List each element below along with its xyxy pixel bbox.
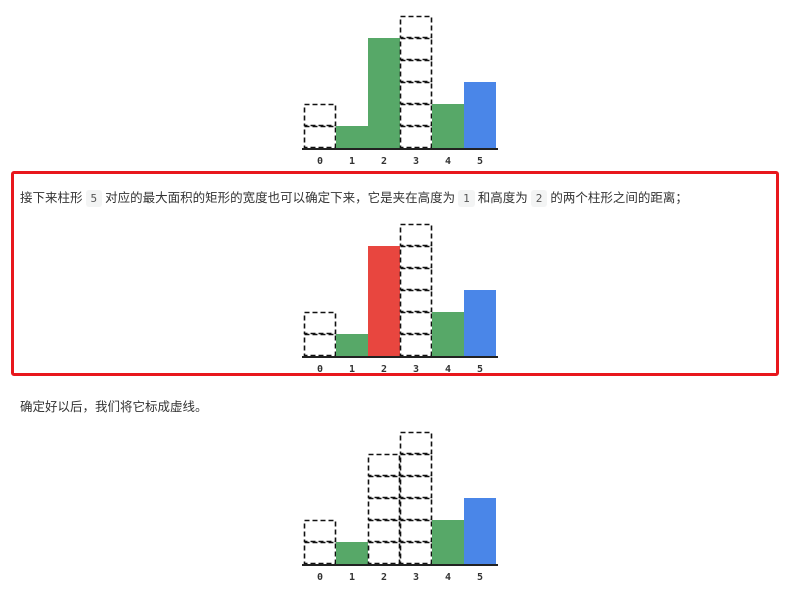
bar-5-unit-2	[464, 312, 496, 334]
bar-4-unit-2	[432, 104, 464, 126]
bar-2-unit-2	[367, 519, 401, 543]
bar-2-unit-3	[368, 82, 400, 104]
tick-label-2: 2	[381, 364, 387, 375]
tick-label-0: 0	[317, 572, 323, 583]
bar-2-unit-2	[368, 312, 400, 334]
bar-2-unit-4	[368, 60, 400, 82]
bar-chart-3: 0 1 2 3 4 5	[302, 431, 498, 583]
bar-figure-2: 0 1 2 3 4 5	[300, 220, 500, 378]
bar-3-unit-6	[399, 431, 433, 455]
bar-5-unit-1	[464, 542, 496, 564]
bar-1-unit-1	[336, 126, 368, 148]
paragraph-text-d: 的两个柱形之间的距离；	[550, 190, 688, 205]
bar-2-unit-1	[368, 334, 400, 356]
bar-0-unit-2	[303, 103, 337, 127]
inline-code-5: 5	[85, 190, 103, 207]
bar-3-unit-4	[399, 475, 433, 499]
tick-label-3: 3	[413, 572, 419, 583]
bar-3-unit-4	[399, 59, 433, 83]
bar-4-unit-1	[432, 334, 464, 356]
bar-2-unit-5	[368, 38, 400, 60]
tick-label-5: 5	[477, 572, 483, 583]
bar-3-unit-5	[399, 37, 433, 61]
bar-2-unit-2	[368, 104, 400, 126]
bar-2-unit-3	[368, 290, 400, 312]
bar-3-unit-5	[399, 245, 433, 269]
bar-5-unit-2	[464, 104, 496, 126]
bar-2-unit-1	[368, 126, 400, 148]
bar-3-unit-3	[399, 289, 433, 313]
bar-4-unit-1	[432, 542, 464, 564]
bar-2-unit-4	[367, 475, 401, 499]
tick-label-1: 1	[349, 364, 355, 375]
bar-3-unit-6	[399, 15, 433, 39]
tick-label-2: 2	[381, 572, 387, 583]
bar-1-unit-1	[336, 542, 368, 564]
tick-label-0: 0	[317, 156, 323, 167]
bar-3-unit-6	[399, 223, 433, 247]
tick-label-3: 3	[413, 156, 419, 167]
bar-4-unit-2	[432, 520, 464, 542]
bar-3-unit-1	[399, 333, 433, 357]
bar-5-unit-1	[464, 334, 496, 356]
bar-3-unit-1	[399, 125, 433, 149]
bar-chart-1: 0 1 2 3 4 5	[302, 15, 498, 167]
bar-0-unit-2	[303, 519, 337, 543]
tick-label-2: 2	[381, 156, 387, 167]
inline-code-1: 1	[458, 190, 475, 207]
tick-label-4: 4	[445, 156, 451, 167]
bar-1-unit-1	[336, 334, 368, 356]
bar-3-unit-5	[399, 453, 433, 477]
bar-5-unit-3	[464, 498, 496, 520]
bar-2-unit-1	[367, 541, 401, 565]
bar-figure-1: 0 1 2 3 4 5	[300, 12, 500, 170]
paragraph-conclusion: 确定好以后，我们将它标成虚线。	[20, 397, 208, 417]
bar-0-unit-1	[303, 541, 337, 565]
bar-0-unit-1	[303, 125, 337, 149]
bar-3-unit-4	[399, 267, 433, 291]
bar-3-unit-3	[399, 497, 433, 521]
bar-2-unit-3	[367, 497, 401, 521]
bar-3-unit-2	[399, 103, 433, 127]
bar-0-unit-1	[303, 333, 337, 357]
bar-2-unit-5	[367, 453, 401, 477]
bar-2-unit-5	[368, 246, 400, 268]
bar-4-unit-2	[432, 312, 464, 334]
paragraph-text-b: 对应的最大面积的矩形的宽度也可以确定下来，它是夹在高度为	[105, 190, 456, 205]
bar-5-unit-2	[464, 520, 496, 542]
bar-4-unit-1	[432, 126, 464, 148]
tick-label-1: 1	[349, 572, 355, 583]
paragraph-conclusion-text: 确定好以后，我们将它标成虚线。	[20, 399, 208, 414]
tick-label-3: 3	[413, 364, 419, 375]
bar-5-unit-3	[464, 82, 496, 104]
tick-label-4: 4	[445, 572, 451, 583]
tick-label-0: 0	[317, 364, 323, 375]
paragraph-explanation: 接下来柱形 5 对应的最大面积的矩形的宽度也可以确定下来，它是夹在高度为 1 和高度为 2…	[20, 188, 688, 208]
tick-label-5: 5	[477, 364, 483, 375]
bar-2-unit-4	[368, 268, 400, 290]
bar-3-unit-2	[399, 311, 433, 335]
bar-3-unit-3	[399, 81, 433, 105]
bar-3-unit-2	[399, 519, 433, 543]
bar-5-unit-3	[464, 290, 496, 312]
tick-label-5: 5	[477, 156, 483, 167]
paragraph-text-c: 和高度为	[477, 190, 528, 205]
bar-0-unit-2	[303, 311, 337, 335]
tick-label-1: 1	[349, 156, 355, 167]
highlight-frame	[11, 171, 779, 376]
paragraph-text-a: 接下来柱形	[20, 190, 83, 205]
bar-figure-3: 0 1 2 3 4 5	[300, 428, 500, 586]
tick-label-4: 4	[445, 364, 451, 375]
bar-5-unit-1	[464, 126, 496, 148]
inline-code-2: 2	[530, 190, 548, 207]
bar-chart-2: 0 1 2 3 4 5	[302, 223, 498, 375]
bar-3-unit-1	[399, 541, 433, 565]
